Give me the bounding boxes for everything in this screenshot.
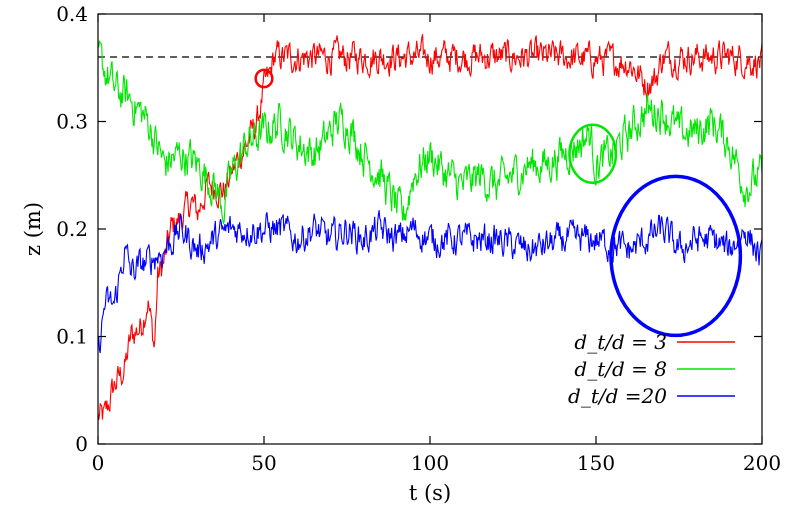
y-tick-label: 0.4 xyxy=(56,2,88,26)
y-tick-label: 0 xyxy=(75,432,88,456)
annotation-circle-3 xyxy=(609,174,743,338)
tick-layer: 0 50 100 150 200 0 0.1 0.2 0.3 0.4 xyxy=(56,2,781,475)
series-line-3 xyxy=(98,210,762,354)
axis-label-layer: t (s) z (m) xyxy=(21,202,451,505)
legend-label-3: d_t/d =20 xyxy=(568,384,667,408)
annotation-layer xyxy=(254,68,743,338)
x-tick-label: 0 xyxy=(92,451,105,475)
series-line-1 xyxy=(98,34,762,421)
x-tick-label: 50 xyxy=(251,451,276,475)
annotation-circle-1 xyxy=(254,68,274,89)
x-tick-label: 150 xyxy=(577,451,615,475)
y-tick-label: 0.3 xyxy=(56,110,88,134)
series-line-2 xyxy=(98,40,762,225)
annotation-circle-2 xyxy=(568,123,618,185)
y-tick-label: 0.2 xyxy=(56,217,88,241)
legend-label-1: d_t/d = 3 xyxy=(574,330,667,354)
y-axis-label: z (m) xyxy=(21,202,45,256)
legend-label-2: d_t/d = 8 xyxy=(574,357,667,381)
series-layer xyxy=(98,34,762,421)
legend: d_t/d = 3 d_t/d = 8 d_t/d =20 xyxy=(568,330,735,408)
y-tick-label: 0.1 xyxy=(56,325,88,349)
x-axis-label: t (s) xyxy=(409,481,451,505)
x-tick-label: 200 xyxy=(743,451,781,475)
x-tick-label: 100 xyxy=(411,451,449,475)
